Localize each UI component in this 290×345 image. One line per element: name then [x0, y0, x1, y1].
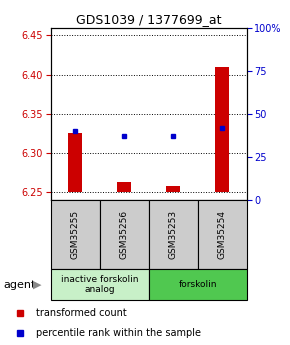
Text: GSM35256: GSM35256 — [120, 210, 129, 259]
Bar — [148, 200, 197, 269]
Bar — [100, 200, 148, 269]
Text: percentile rank within the sample: percentile rank within the sample — [36, 328, 201, 338]
Text: GSM35253: GSM35253 — [168, 210, 177, 259]
Text: inactive forskolin
analog: inactive forskolin analog — [61, 275, 138, 294]
Text: transformed count: transformed count — [36, 308, 127, 318]
Text: forskolin: forskolin — [178, 280, 217, 289]
Bar — [51, 269, 148, 300]
Text: agent: agent — [3, 280, 35, 289]
Text: ▶: ▶ — [33, 280, 42, 289]
Text: GSM35255: GSM35255 — [71, 210, 80, 259]
Bar — [51, 200, 100, 269]
Bar — [215, 67, 229, 192]
Bar — [197, 200, 246, 269]
Title: GDS1039 / 1377699_at: GDS1039 / 1377699_at — [76, 13, 221, 27]
Bar — [166, 186, 180, 192]
Text: GSM35254: GSM35254 — [218, 210, 226, 259]
Bar — [117, 182, 131, 192]
Bar — [68, 134, 82, 192]
Bar — [148, 269, 246, 300]
